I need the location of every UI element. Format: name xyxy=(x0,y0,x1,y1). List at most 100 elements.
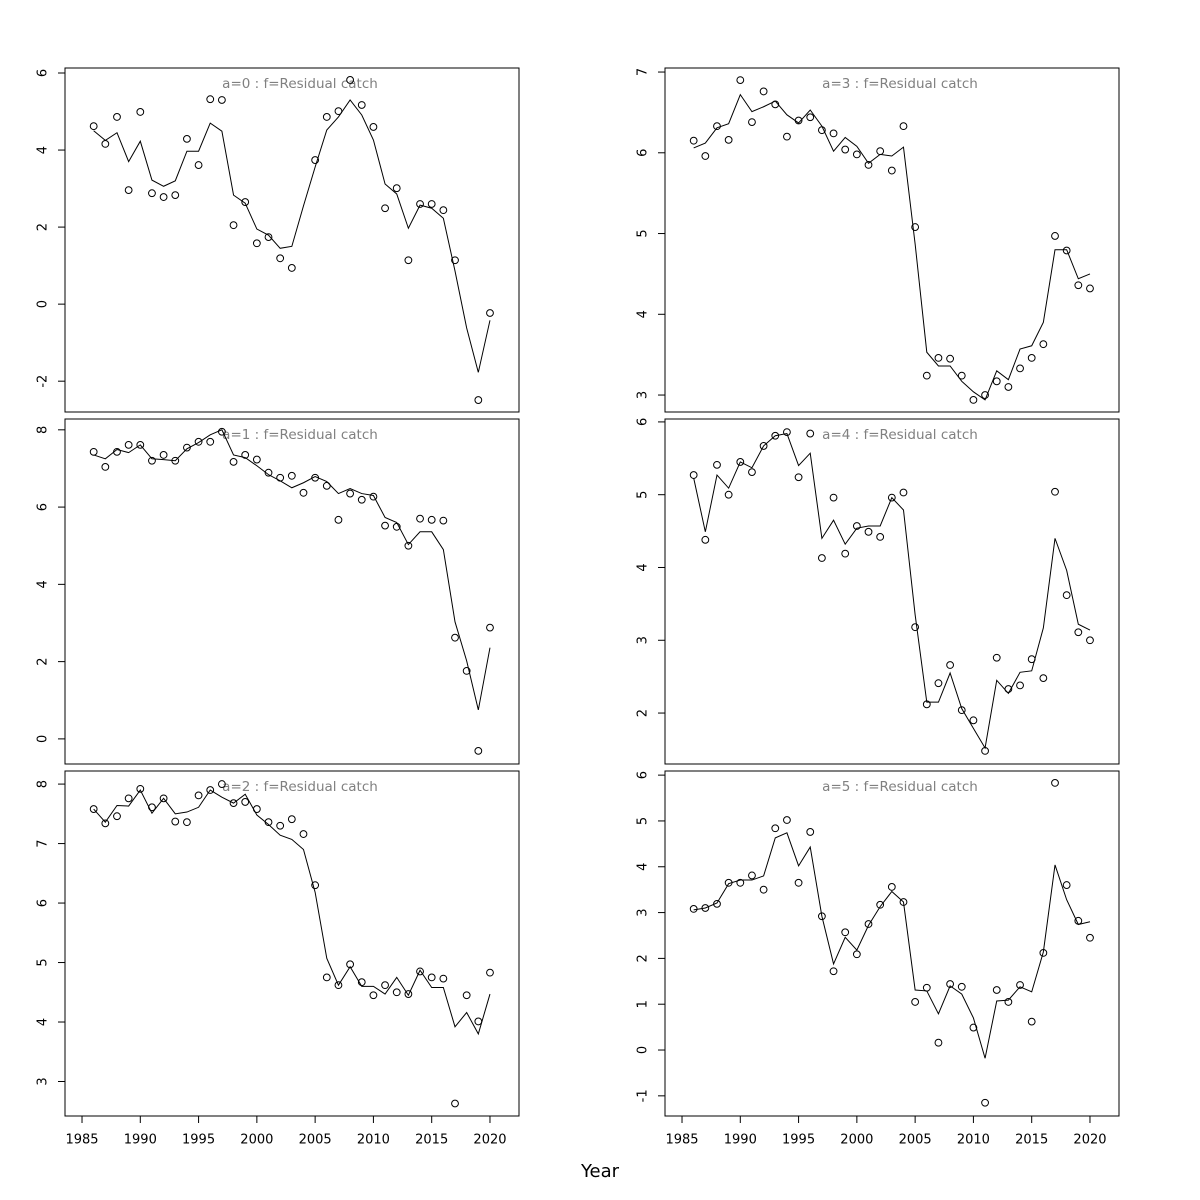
panel-title: a=0 : f=Residual catch xyxy=(222,76,378,92)
data-point xyxy=(748,118,756,127)
y-tick-label: 5 xyxy=(636,229,651,237)
data-point xyxy=(1016,364,1024,373)
x-axis-label: Year xyxy=(580,1161,620,1182)
data-point xyxy=(934,1038,943,1047)
data-point xyxy=(451,633,459,642)
data-point xyxy=(852,522,861,530)
data-point xyxy=(427,200,436,208)
fit-line xyxy=(93,99,491,373)
data-point xyxy=(1062,881,1071,889)
y-tick-label: 7 xyxy=(636,68,651,76)
data-point xyxy=(969,395,978,404)
data-point xyxy=(736,878,745,887)
data-point xyxy=(392,988,401,997)
data-point xyxy=(101,139,110,148)
data-point xyxy=(381,204,389,213)
data-point xyxy=(229,799,238,808)
data-point xyxy=(701,152,710,160)
data-point xyxy=(771,431,780,440)
data-point xyxy=(1062,591,1071,600)
data-point xyxy=(89,805,98,813)
x-tick-label: 2005 xyxy=(299,1133,332,1148)
data-point xyxy=(241,798,250,806)
y-tick-label: 3 xyxy=(636,636,651,644)
y-tick-label: 6 xyxy=(636,418,651,426)
data-point xyxy=(806,828,815,836)
data-point xyxy=(1074,628,1083,637)
data-point xyxy=(713,460,721,469)
y-tick-label: 3 xyxy=(36,1077,51,1085)
data-point xyxy=(194,437,203,446)
data-point xyxy=(1086,933,1094,942)
x-tick-label: 1995 xyxy=(782,1133,815,1148)
data-point xyxy=(276,254,285,263)
data-point xyxy=(462,666,471,675)
data-point xyxy=(759,885,768,894)
fit-line xyxy=(93,789,491,1036)
data-point xyxy=(369,123,378,131)
data-point xyxy=(992,986,1001,994)
data-point xyxy=(416,967,424,976)
data-point xyxy=(817,554,826,562)
data-point xyxy=(1027,353,1036,362)
data-point xyxy=(369,492,378,501)
data-point xyxy=(771,824,780,833)
fit-line xyxy=(693,832,1091,1059)
data-point xyxy=(911,623,920,632)
data-point xyxy=(981,391,989,399)
fit-line xyxy=(93,429,491,711)
plot-box xyxy=(664,770,1120,1117)
data-point xyxy=(229,457,238,466)
y-tick-label: 0 xyxy=(36,300,51,308)
data-point xyxy=(334,515,343,524)
y-tick-label: 8 xyxy=(36,426,51,434)
y-tick-label: 6 xyxy=(636,149,651,157)
data-point xyxy=(287,815,296,824)
data-point xyxy=(794,878,803,887)
data-point xyxy=(841,928,850,937)
data-point xyxy=(404,990,413,998)
plot-box xyxy=(64,67,520,413)
y-tick-label: -1 xyxy=(636,1089,651,1102)
data-point xyxy=(783,132,791,141)
data-point xyxy=(171,817,180,826)
data-point xyxy=(474,746,483,755)
panel-title: a=5 : f=Residual catch xyxy=(822,779,978,795)
y-tick-label: 6 xyxy=(636,771,651,779)
data-point xyxy=(416,514,424,523)
data-point xyxy=(427,515,436,524)
data-point xyxy=(357,495,366,504)
data-point xyxy=(783,428,791,437)
data-point xyxy=(264,468,273,477)
data-point xyxy=(1039,340,1048,349)
data-point xyxy=(1051,232,1059,240)
data-point xyxy=(852,950,861,959)
data-point xyxy=(346,76,355,84)
data-point xyxy=(311,881,320,890)
data-point xyxy=(346,960,355,969)
data-point xyxy=(1027,1017,1036,1026)
data-point xyxy=(934,679,943,688)
data-point xyxy=(1004,998,1013,1006)
data-point xyxy=(287,264,296,272)
fit-line xyxy=(693,93,1091,401)
data-point xyxy=(817,912,826,921)
data-point xyxy=(486,309,494,317)
data-point xyxy=(148,189,156,198)
data-point xyxy=(969,716,978,725)
data-point xyxy=(957,371,966,380)
data-point xyxy=(439,206,448,215)
plot-box xyxy=(64,418,520,765)
plot-box xyxy=(664,418,1120,765)
y-tick-label: 3 xyxy=(636,908,651,916)
panel-title: a=1 : f=Residual catch xyxy=(222,427,378,443)
data-point xyxy=(159,193,168,201)
x-tick-label: 2005 xyxy=(899,1133,932,1148)
data-point xyxy=(946,354,955,363)
y-tick-label: 4 xyxy=(36,1018,51,1026)
data-point xyxy=(206,95,215,104)
data-point xyxy=(981,1098,989,1107)
data-point xyxy=(322,481,331,490)
data-point xyxy=(217,96,226,104)
y-tick-label: 4 xyxy=(636,563,651,571)
